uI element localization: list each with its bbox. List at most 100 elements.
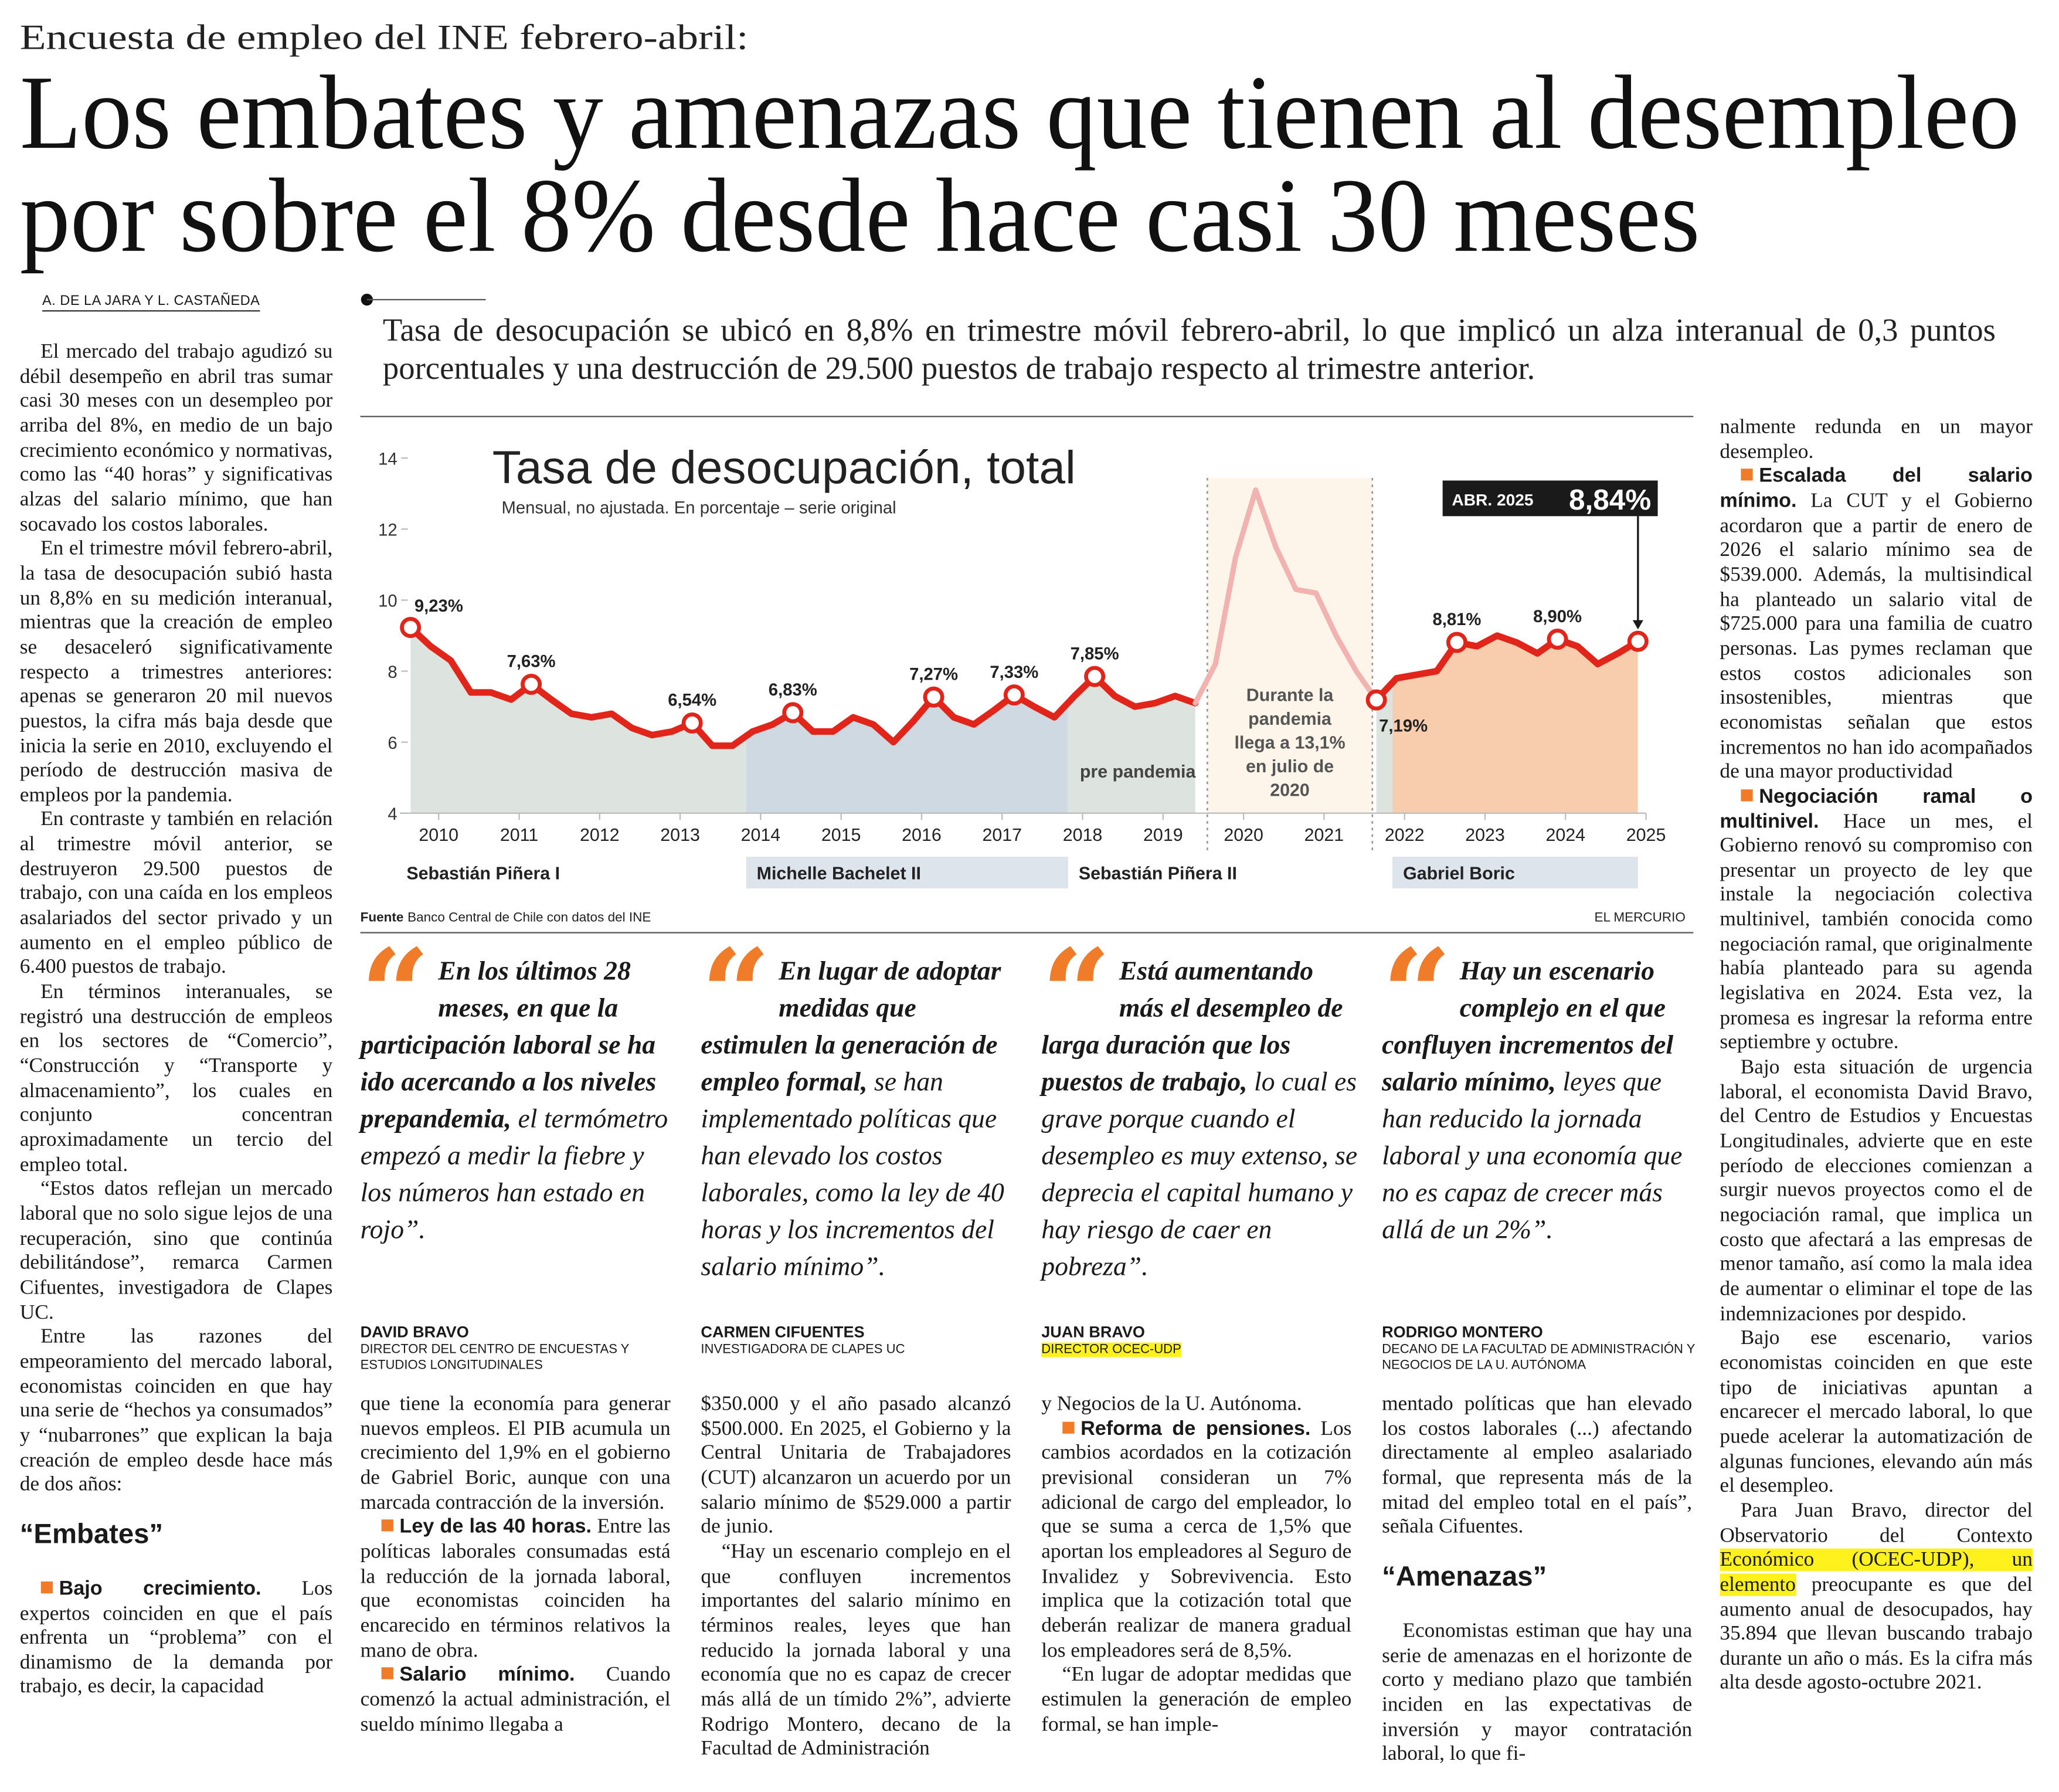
quote-italic: lo cual es grave porque cuando el desemp… [1041,1068,1358,1282]
quote-italic: el termómetro empezó a medir la fiebre y… [360,1105,668,1245]
paragraph-text: $350.000 y el año pasado alcanzó $500.00… [701,1393,1011,1539]
period-label: Sebastián Piñera II [1079,863,1237,883]
quote-text: “En los últimos 28 meses, en que la part… [360,934,677,1248]
paragraph: “Estos datos reflejan un mercado laboral… [20,1178,333,1326]
paragraph: Bajo ese escenario, varios economistas c… [1720,1327,2033,1499]
quote-bold: En lugar de adoptar medidas que estimule… [701,957,1001,1097]
pandemic-note: en julio de [1246,756,1334,776]
article-column: $350.000 y el año pasado alcanzó $500.00… [701,1393,1011,1766]
bullet-title: Bajo crecimiento. [59,1577,261,1600]
x-tick-label: 2018 [1063,825,1103,845]
bullet-square [380,1667,393,1680]
paragraph-text: que tiene la economía para generar nuevo… [360,1393,671,1514]
x-tick-label: 2025 [1626,825,1666,845]
data-point [1627,630,1649,652]
paragraph-text: En contraste y también en relación al tr… [19,808,333,979]
chart-source: Fuente Banco Central de Chile con datos d… [361,909,651,924]
paragraph-text: Los cambios acordados en la cotización p… [1041,1417,1352,1662]
paragraph-text: preocupante es que del aumento anual de … [1720,1573,2033,1695]
lead: Tasa de desocupación se ubicó en 8,8% en… [382,313,1996,387]
value-label: 7,85% [1071,644,1119,663]
chart-subtitle: Mensual, no ajustada. En porcentaje – se… [501,499,896,518]
article-column: El mercado del trabajo agudizó su débil … [20,341,333,1766]
paragraph-text: Economistas estiman que hay una serie de… [1382,1620,1693,1766]
data-point [400,617,422,639]
quote-author: CARMEN CIFUENTES [701,1322,865,1342]
x-tick-label: 2011 [500,825,538,845]
value-label: 7,33% [990,663,1038,682]
value-label: 7,63% [507,653,556,671]
bullet-title: Reforma de pensiones. [1081,1417,1311,1440]
paragraph: En términos interanuales, se registró un… [20,981,333,1178]
period-label: Gabriel Boric [1403,863,1515,883]
paragraph: El mercado del trabajo agudizó su débil … [20,341,333,538]
quote-role: INVESTIGADORA DE CLAPES UC [701,1343,1017,1359]
paragraph-text: Bajo esta situación de urgencia laboral,… [1720,1056,2033,1325]
quote-role-text: INVESTIGADORA DE CLAPES UC [701,1342,905,1357]
data-point [1547,629,1568,650]
data-point [923,686,944,708]
quote-text: “Hay un escenario complejo en el que con… [1382,934,1698,1248]
paragraph: En contraste y también en relación al tr… [20,809,333,981]
pandemic-line [1192,487,1380,706]
period-band [1392,857,1638,889]
pandemic-box [1207,477,1372,813]
quote-mark: “ [1041,922,1112,1065]
paragraph-text: Los expertos coinciden en que el país en… [19,1577,333,1699]
bullet-title: Salario mínimo. [399,1664,575,1686]
x-tick-label: 2024 [1545,825,1585,845]
callout-label: ABR. 2025 [1452,491,1533,509]
paragraph-text: Cuando comenzó la actual administración,… [360,1664,671,1736]
headline: Los embates y amenazas que tienen al des… [20,54,2020,171]
bullet-square [1740,469,1752,481]
value-label: 7,27% [909,665,958,684]
paragraph-text: En el trimestre móvil febrero-abril, la … [19,537,333,807]
paragraph: En el trimestre móvil febrero-abril, la … [20,538,333,809]
quote-author: JUAN BRAVO [1041,1322,1145,1342]
kicker: Encuesta de empleo del INE febrero-abril… [20,18,749,57]
chart: Sebastián Piñera I Michelle Bachelet II Se… [361,442,1686,924]
subhead: “Embates” [19,1519,164,1550]
data-point [1084,666,1106,687]
bullet-square [1062,1421,1074,1434]
paragraph-text: Hace un mes, el Gobierno renovó su compr… [1720,810,2033,1054]
y-tick-label: 4 [388,805,397,824]
x-tick-label: 2021 [1304,825,1344,845]
x-tick-label: 2015 [821,825,861,845]
data-point [521,673,542,695]
callout-value: 8,84% [1569,484,1651,516]
period-label: Michelle Bachelet II [757,863,921,883]
quote-role-text: DECANO DE LA FACULTAD DE ADMINISTRACIÓN … [1382,1342,1696,1373]
paragraph-text: Para Juan Bravo, director del Observator… [1720,1499,2033,1547]
paragraph-text: “Estos datos reflejan un mercado laboral… [19,1177,333,1324]
data-line [407,624,1642,749]
paragraph-text: “Hay un escenario complejo en el que con… [701,1540,1011,1760]
paragraph: “Hay un escenario complejo en el que con… [701,1540,1011,1762]
chart-title: Tasa de desocupación, total [492,442,1076,493]
pandemic-note: pandemia [1248,709,1332,729]
y-tick-label: 10 [378,592,397,611]
pandemic-note: Durante la [1246,685,1334,705]
bullet-title: Negociación ramal o multinivel. [1720,785,2033,833]
data-point [1446,632,1467,653]
value-label: 8,90% [1533,607,1582,626]
data-point [1003,684,1025,706]
pull-quote: “En lugar de adoptar medidas que estimul… [701,934,1017,1389]
quote-mark: “ [1382,922,1452,1065]
x-tick-label: 2013 [660,825,700,845]
byline: A. DE LA JARA Y L. CASTAÑEDA [42,293,260,312]
article-column: y Negocios de la U. Autónoma. Reforma de … [1041,1393,1351,1766]
x-tick-label: 2022 [1385,825,1425,845]
paragraph-text: y Negocios de la U. Autónoma. [1041,1393,1302,1416]
headline-block: Encuesta de empleo del INE febrero-abril… [20,18,2020,273]
x-tick-label: 2023 [1465,825,1505,845]
x-tick-label: 2017 [982,825,1022,845]
data-point [1365,689,1387,711]
paragraph: Bajo crecimiento. Los expertos coinciden… [20,1577,333,1701]
paragraph: “En lugar de adoptar medidas que estimul… [1041,1664,1351,1737]
x-tick-label: 2020 [1224,825,1263,845]
x-tick-label: 2019 [1143,825,1183,845]
lead-dot [361,293,373,306]
x-tick-label: 2012 [580,825,620,845]
